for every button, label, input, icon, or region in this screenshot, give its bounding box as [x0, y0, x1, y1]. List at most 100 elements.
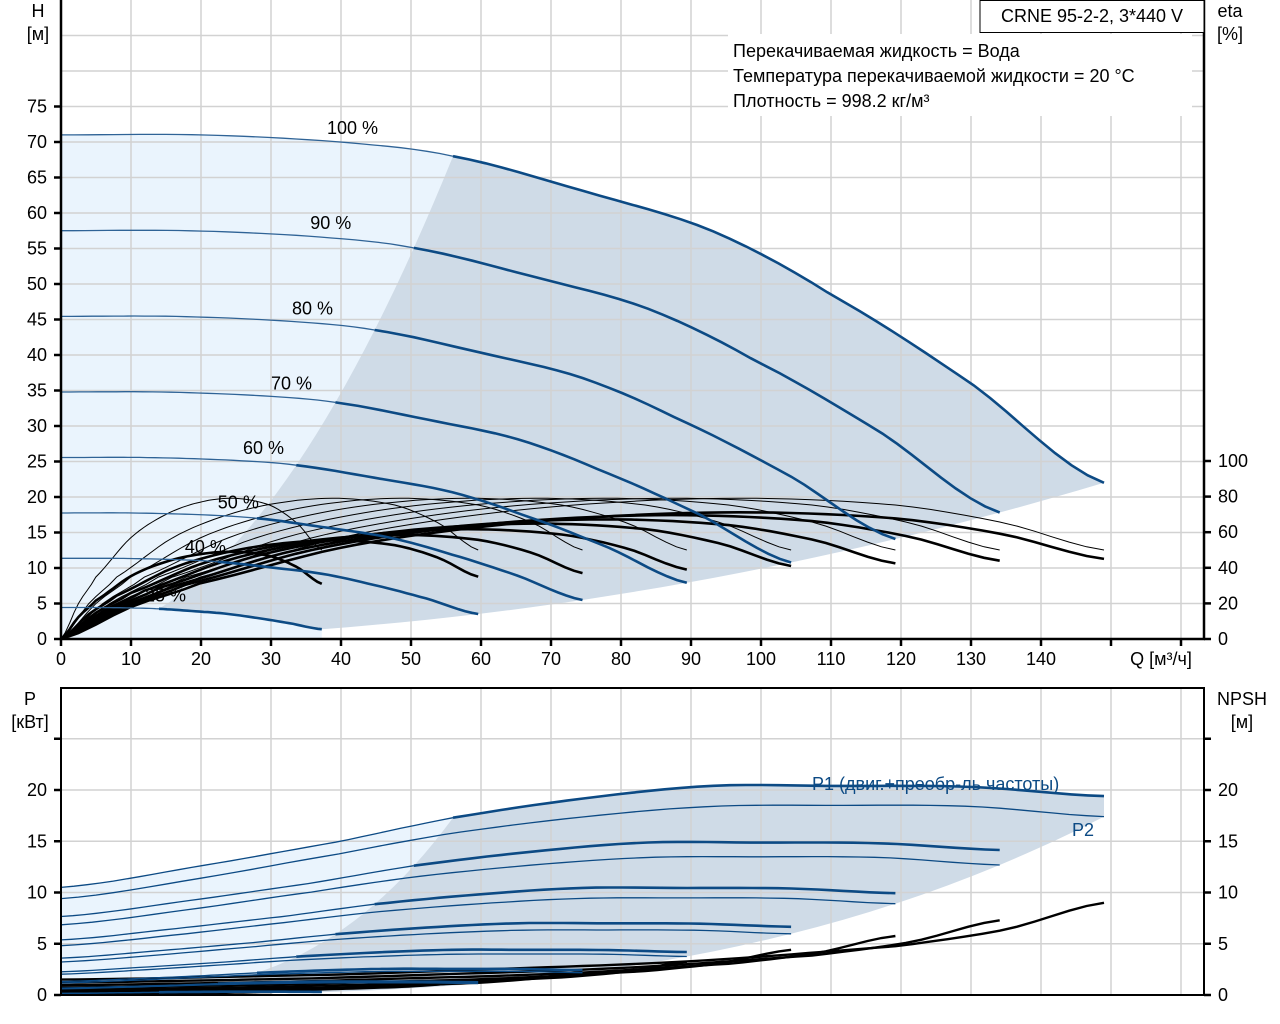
- h-tick-label: 70: [27, 132, 47, 152]
- p1-curve-light-90: [60, 865, 414, 918]
- q-tick-label: 90: [681, 649, 701, 669]
- q-tick-label: 80: [611, 649, 631, 669]
- h-tick-label: 5: [37, 594, 47, 614]
- speed-label: 100 %: [327, 118, 378, 138]
- h-tick-label: 20: [27, 487, 47, 507]
- p1-curve-100: [452, 783, 1105, 819]
- speed-labels: 100 % 90 % 80 % 70 % 60 % 50 % 40 % 25 %: [145, 118, 378, 605]
- q-axis-label: Q [м³/ч]: [1130, 649, 1192, 669]
- p2-curve-50: [60, 970, 583, 984]
- h-tick-label: 75: [27, 97, 47, 117]
- eta-pump-curve-60: [60, 497, 687, 640]
- head-curve-40: [217, 560, 479, 616]
- p1-curve-90: [413, 840, 1000, 867]
- p1-curve-light-80: [60, 903, 375, 941]
- q-tick-label: 10: [121, 649, 141, 669]
- h-tick-label: 0: [37, 629, 47, 649]
- eta-tick-label: 40: [1218, 558, 1238, 578]
- npsh-curve-80: [60, 934, 896, 987]
- h-tick-label: 25: [27, 452, 47, 472]
- info-box: [728, 34, 1192, 116]
- npsh-tick-label: 0: [1218, 985, 1228, 1005]
- h-tick-label: 55: [27, 239, 47, 259]
- p1-curve-40: [217, 980, 479, 985]
- eta-total-curve-40: [60, 539, 479, 641]
- npsh-axis-label: NPSH: [1217, 689, 1267, 709]
- p1-curve-25: [159, 990, 322, 994]
- eta-pump-curve-80: [60, 497, 896, 640]
- title-box: [979, 0, 1205, 33]
- head-curve-100: [452, 154, 1105, 484]
- top-axes: 0 5 10 15 20 25 30 35 40 45 50 55 60 65 70 75 0 20 40 60 80 1…: [27, 0, 1248, 669]
- eta-pump-curve-40: [60, 497, 479, 640]
- p1-curve-60: [296, 948, 687, 958]
- p1-curve-light-60: [60, 956, 297, 973]
- q-tick-label: 130: [956, 649, 986, 669]
- npsh-tick-label: 5: [1218, 934, 1228, 954]
- h-tick-label: 10: [27, 558, 47, 578]
- npsh-curve-60: [60, 960, 687, 991]
- speed-label: 90 %: [310, 213, 351, 233]
- h-tick-label: 50: [27, 274, 47, 294]
- q-tick-label: 20: [191, 649, 211, 669]
- q-tick-label: 100: [746, 649, 776, 669]
- h-tick-label: 45: [27, 310, 47, 330]
- p1-curve-light-70: [60, 933, 336, 959]
- h-axis-unit: [м]: [27, 24, 49, 44]
- q-tick-label: 70: [541, 649, 561, 669]
- h-axis-label: H: [32, 1, 45, 21]
- q-tick-label: 30: [261, 649, 281, 669]
- head-curve-light-25: [61, 606, 160, 610]
- info-line-density: Плотность = 998.2 кг/м³: [733, 91, 929, 111]
- bottom-grid: [61, 688, 1204, 995]
- q-tick-label: 0: [56, 649, 66, 669]
- npsh-curve-100: [60, 901, 1105, 981]
- p2-curve-80: [60, 897, 896, 947]
- eta-axis-unit: [%]: [1217, 24, 1243, 44]
- info-line-temperature: Температура перекачиваемой жидкости = 20…: [733, 66, 1135, 86]
- h-tick-label: 60: [27, 203, 47, 223]
- p1-curve-light-50: [60, 972, 258, 983]
- eta-tick-label: 60: [1218, 522, 1238, 542]
- eta-tick-label: 20: [1218, 593, 1238, 613]
- speed-label: 40 %: [185, 537, 226, 557]
- eta-pump-curve-70: [60, 497, 792, 640]
- p-tick-label: 5: [37, 934, 47, 954]
- speed-label: 80 %: [292, 298, 333, 318]
- p1-curve-light-25: [61, 991, 160, 994]
- q-tick-label: 50: [401, 649, 421, 669]
- head-curve-light-80: [61, 315, 375, 331]
- npsh-tick-label: 20: [1218, 780, 1238, 800]
- eta-tick-label: 100: [1218, 451, 1248, 471]
- h-tick-label: 65: [27, 168, 47, 188]
- q-tick-label: 60: [471, 649, 491, 669]
- pump-model-title: CRNE 95-2-2, 3*440 V: [1001, 6, 1183, 26]
- speed-label: 25 %: [145, 585, 186, 605]
- p1-curve-50: [256, 967, 583, 975]
- h-tick-label: 40: [27, 345, 47, 365]
- bottom-axes: 0 5 10 15 20 0 5 10 15 20: [27, 687, 1238, 1005]
- npsh-tick-label: 10: [1218, 883, 1238, 903]
- head-curve-light-40: [61, 557, 218, 563]
- p-tick-label: 20: [27, 780, 47, 800]
- head-curve-light-60: [61, 456, 297, 466]
- head-curve-light-100: [61, 133, 454, 157]
- eta-total-curve-70: [60, 522, 792, 641]
- q-tick-label: 120: [886, 649, 916, 669]
- p2-curve-60: [60, 953, 687, 975]
- h-tick-label: 35: [27, 381, 47, 401]
- p2-curve-90: [60, 855, 1000, 926]
- head-curve-50: [256, 517, 583, 602]
- p-tick-label: 10: [27, 883, 47, 903]
- eta-pump-curve-25: [60, 497, 323, 640]
- p1-curve-light-100: [60, 817, 454, 889]
- h-tick-label: 15: [27, 523, 47, 543]
- head-curve-90: [413, 246, 1001, 514]
- p2-series-label: P2: [1072, 820, 1094, 840]
- npsh-tick-label: 15: [1218, 831, 1238, 851]
- head-curve-80: [374, 328, 896, 541]
- p-tick-label: 15: [27, 831, 47, 851]
- head-curve-light-50: [61, 512, 258, 519]
- p1-series-label: P1 (двиг.+преобр-ль частоты): [812, 774, 1059, 794]
